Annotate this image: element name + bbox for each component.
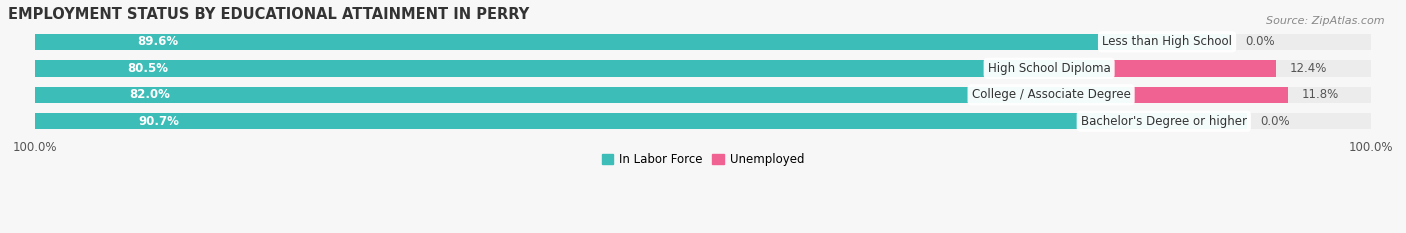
Bar [35,87,1371,103]
Text: College / Associate Degree: College / Associate Degree [972,88,1130,101]
Text: 80.5%: 80.5% [128,62,169,75]
Text: Source: ZipAtlas.com: Source: ZipAtlas.com [1267,16,1385,26]
Text: 0.0%: 0.0% [1260,115,1289,128]
Text: Less than High School: Less than High School [1102,35,1232,48]
Text: 11.8%: 11.8% [1302,88,1339,101]
Text: High School Diploma: High School Diploma [988,62,1111,75]
Text: 82.0%: 82.0% [129,88,170,101]
Bar [35,34,1232,50]
Text: 90.7%: 90.7% [139,115,180,128]
Text: 89.6%: 89.6% [138,35,179,48]
Text: 12.4%: 12.4% [1289,62,1327,75]
Bar [1130,87,1288,103]
Bar [1111,60,1277,76]
Bar [35,87,1130,103]
Text: 0.0%: 0.0% [1246,35,1275,48]
Bar [35,113,1247,130]
Bar [35,60,1371,76]
Legend: In Labor Force, Unemployed: In Labor Force, Unemployed [598,149,808,171]
Bar [35,113,1371,130]
Text: EMPLOYMENT STATUS BY EDUCATIONAL ATTAINMENT IN PERRY: EMPLOYMENT STATUS BY EDUCATIONAL ATTAINM… [8,7,530,22]
Bar [35,60,1111,76]
Text: Bachelor's Degree or higher: Bachelor's Degree or higher [1081,115,1247,128]
Bar [35,34,1371,50]
